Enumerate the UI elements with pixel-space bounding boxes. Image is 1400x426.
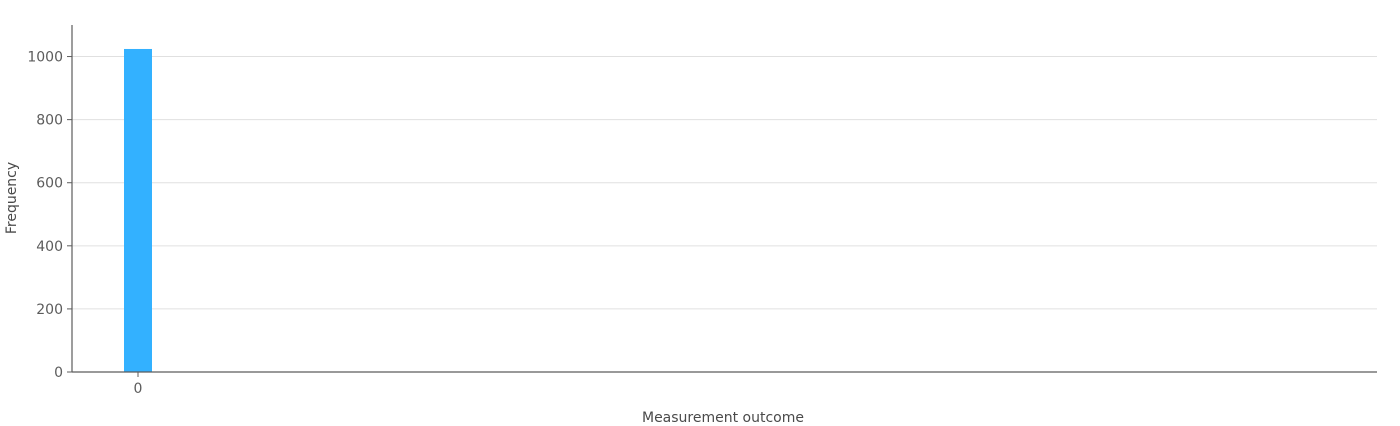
y-tick-label: 600	[36, 176, 63, 192]
y-tick-label: 0	[54, 365, 63, 381]
x-tick-label: 0	[134, 381, 143, 397]
bar-0	[124, 48, 152, 372]
y-tick-label: 200	[36, 302, 63, 318]
y-tick-label: 400	[36, 239, 63, 255]
axes	[71, 25, 1377, 373]
y-tick-label: 800	[36, 113, 63, 129]
x-tick-labels: 0	[134, 372, 143, 397]
y-axis-title: Frequency	[4, 162, 20, 234]
bars	[124, 48, 152, 372]
x-axis-title: Measurement outcome	[642, 410, 804, 426]
grid-lines	[72, 56, 1377, 310]
y-tick-label: 1000	[27, 50, 63, 66]
y-tick-labels: 0 200 400 600 800 1000	[27, 50, 72, 381]
